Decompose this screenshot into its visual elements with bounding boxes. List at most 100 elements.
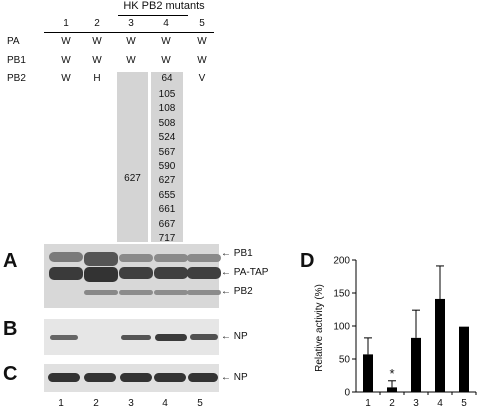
band-np-c-lane-5: [188, 373, 218, 382]
band-pb1: [187, 254, 221, 262]
row-label-pb2: PB2: [7, 73, 26, 84]
header-rule: [44, 32, 214, 33]
y-tick-label: 0: [344, 388, 350, 399]
lane4-mutation-64: 64: [161, 73, 173, 84]
lane4-mutation-105: 105: [158, 89, 176, 100]
band-np-c-lane-3: [120, 373, 152, 382]
band-np-lane-5: [190, 334, 218, 340]
blot-a-lane-1: [49, 244, 83, 308]
lane4-mutation-717: 717: [158, 233, 176, 244]
significance-mark: *: [389, 366, 394, 381]
row-label-pb1: PB1: [7, 55, 26, 66]
blot-panel-c: [44, 364, 219, 392]
blot-lane-number-5: 5: [197, 398, 203, 409]
lane-header-3: 3: [128, 18, 134, 29]
pb1-lane2: W: [92, 55, 102, 66]
band-pa-tap: [154, 267, 188, 279]
pb2-lane2: H: [93, 73, 101, 84]
pb1-lane5: W: [197, 55, 207, 66]
mutants-header: HK PB2 mutants: [123, 0, 205, 12]
pa-lane3: W: [126, 36, 136, 47]
bar: [387, 387, 397, 392]
pa-lane1: W: [61, 36, 71, 47]
band-pb2: [187, 290, 221, 295]
band-pb1: [119, 254, 153, 262]
band-pb1: [49, 252, 83, 262]
blot-lane-number-2: 2: [93, 398, 99, 409]
panel-label-a: A: [3, 250, 18, 272]
x-tick-label: 5: [461, 398, 467, 409]
y-tick-label: 200: [333, 256, 350, 267]
lane4-mutation-655: 655: [158, 189, 176, 201]
blot-panel-a: [44, 244, 221, 308]
x-tick-label: 3: [413, 398, 419, 409]
band-np-c-lane-4: [154, 373, 186, 382]
lane4-mutation-508: 508: [158, 117, 176, 129]
lane4-mutation-627: 627: [158, 175, 176, 187]
bar: [363, 354, 373, 392]
arrow-pa-tap: ← PA-TAP: [221, 267, 269, 278]
arrow-label-pb1: PB1: [233, 248, 253, 259]
blot-a-lane-4: [154, 244, 188, 308]
lane3-mutation-column: [117, 72, 148, 242]
lane-header-1: 1: [63, 18, 69, 29]
arrow-np-b: ← NP: [221, 331, 248, 342]
x-tick-label: 4: [437, 398, 443, 409]
bar-chart-d: Relative activity (%) 0 50 100 150 200 1 2 * 3 4 5: [314, 256, 477, 409]
lane4-mutation-524: 524: [158, 132, 176, 144]
x-tick-label: 2: [389, 398, 395, 409]
pb2-lane1: W: [61, 73, 71, 84]
y-tick-label: 100: [333, 322, 350, 333]
band-np-lane-4: [155, 334, 187, 341]
arrow-label-pa-tap: PA-TAP: [233, 267, 269, 278]
band-np-lane-3: [121, 335, 151, 340]
blot-lane-number-3: 3: [128, 398, 134, 409]
x-tick-label: 1: [365, 398, 371, 409]
band-np-c-lane-2: [84, 373, 116, 382]
band-pb2: [84, 290, 118, 295]
arrow-label-pb2: PB2: [233, 286, 253, 297]
row-label-pa: PA: [7, 36, 20, 47]
lane4-mutation-108: 108: [158, 103, 176, 115]
panel-label-c: C: [3, 363, 18, 385]
band-pa-tap: [187, 267, 221, 279]
y-axis-label: Relative activity (%): [314, 284, 325, 372]
band-pa-tap: [84, 267, 118, 282]
arrow-label-np-c: NP: [233, 372, 248, 383]
lane-header-5: 5: [199, 18, 205, 29]
lane4-mutation-567: 567: [158, 146, 176, 158]
pb1-lane1: W: [61, 55, 71, 66]
y-tick-label: 50: [339, 355, 351, 366]
band-pb1: [154, 254, 188, 262]
blot-lane-number-1: 1: [58, 398, 64, 409]
lane4-mutation-667: 667: [158, 218, 176, 230]
band-pb2: [154, 290, 188, 295]
lane4-mutation-661: 661: [158, 204, 176, 216]
pa-lane4: W: [161, 36, 171, 47]
band-pa-tap: [119, 267, 153, 279]
band-pa-tap: [49, 267, 83, 280]
bar: [459, 326, 469, 392]
band-np-lane-1: [50, 335, 78, 340]
panel-label-d: D: [300, 250, 315, 272]
panel-label-b: B: [3, 318, 18, 340]
pb2-lane5: V: [198, 73, 206, 84]
arrow-pb2: ← PB2: [221, 286, 253, 297]
blot-panel-b: [44, 319, 219, 355]
blot-lane-number-4: 4: [162, 398, 168, 409]
mutants-bracket-line: [118, 15, 188, 16]
blot-a-lane-3: [119, 244, 153, 308]
band-pb1: [84, 252, 118, 266]
bar: [435, 298, 445, 392]
y-tick-label: 150: [333, 289, 350, 300]
band-pb2: [119, 290, 153, 295]
lane-header-4: 4: [163, 18, 169, 29]
blot-a-lane-2: [84, 244, 118, 308]
blot-a-lane-5: [187, 244, 221, 308]
arrow-pb1: ← PB1: [221, 248, 253, 259]
pb1-lane4: W: [161, 55, 171, 66]
lane3-mutation-627: 627: [124, 173, 141, 184]
pb1-lane3: W: [126, 55, 136, 66]
lane-header-2: 2: [94, 18, 100, 29]
band-np-c-lane-1: [48, 373, 80, 382]
